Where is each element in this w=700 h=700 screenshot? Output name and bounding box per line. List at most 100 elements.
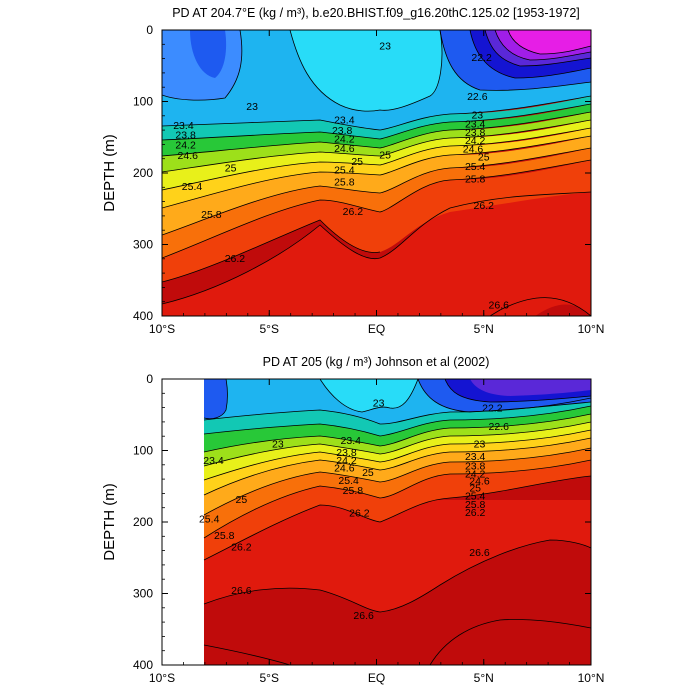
y-tick-label: 0 (146, 23, 153, 37)
top-axis-ticks: 10°S 5°S EQ 5°N 10°N 0 100 200 300 400 (133, 23, 604, 336)
y-tick-label: 100 (133, 95, 153, 109)
contour-label: 25 (225, 162, 237, 174)
contour-label: 23.4 (173, 120, 194, 132)
contour-label: 24.2 (465, 468, 486, 480)
contour-label: 25 (362, 467, 374, 479)
contour-label: 23.8 (336, 447, 357, 459)
contour-label: 26.2 (474, 200, 495, 212)
y-tick-label: 100 (133, 444, 153, 458)
contour-label: 25.8 (465, 499, 486, 511)
region-25-8 (162, 160, 591, 282)
obs-region-23-surface (320, 379, 418, 412)
contour-label: 25.4 (182, 181, 203, 193)
top-panel-title: PD AT 204.7°E (kg / m³), b.e20.BHIST.f09… (172, 6, 580, 20)
contour-label: 25.4 (338, 475, 359, 487)
contour-label: 23 (379, 41, 391, 53)
contour-label: 23.8 (465, 127, 486, 139)
obs-region-25 (204, 438, 591, 515)
contour-label: 25 (236, 494, 248, 506)
contour-label: 24.6 (178, 150, 199, 162)
contour-label: 26.2 (465, 507, 486, 519)
contour-label: 25 (469, 483, 481, 495)
contour-label: 25.4 (199, 513, 220, 525)
x-tick-label: 10°N (578, 671, 605, 685)
y-tick-label: 300 (133, 587, 153, 601)
contour-label: 26.6 (489, 300, 510, 312)
contour-label: 22.6 (489, 421, 510, 433)
region-25 (162, 136, 591, 235)
region-23-4 (162, 104, 591, 156)
contour-label: 26.6 (469, 547, 490, 559)
contour-label: 25.4 (465, 491, 486, 503)
region-23 (162, 96, 591, 140)
bottom-panel-title: PD AT 205 (kg / m³) Johnson et al (2002) (263, 355, 490, 369)
obs-region-21-4-east (470, 379, 591, 396)
obs-region-25-8 (204, 460, 591, 560)
contour-label: 24.2 (465, 135, 486, 147)
contour-label: 23.4 (334, 114, 355, 126)
x-tick-label: 10°S (149, 671, 175, 685)
contour-label: 24.2 (175, 139, 196, 151)
x-tick-label: EQ (368, 322, 385, 336)
contour-label: 22.2 (482, 403, 503, 415)
contour-label: 26.6 (231, 585, 252, 597)
obs-region-23-4 (204, 406, 591, 452)
x-tick-label: EQ (368, 671, 385, 685)
obs-region-22-2-west (204, 379, 228, 419)
contour-label: 22.6 (467, 91, 488, 103)
contour-label: 24.6 (469, 476, 490, 488)
region-22-2-westcore (190, 30, 227, 78)
x-tick-label: 10°S (149, 322, 175, 336)
x-tick-label: 10°N (578, 322, 605, 336)
x-tick-label: 5°S (260, 322, 279, 336)
contour-label: 26.2 (343, 206, 364, 218)
contour-label: 23.4 (203, 455, 224, 467)
region-23-surface (290, 30, 442, 112)
top-contour-field (162, 30, 591, 316)
contour-label: 25 (478, 152, 490, 164)
contour-label: 23.8 (332, 125, 353, 137)
y-tick-label: 200 (133, 166, 153, 180)
obs-region-24-2 (204, 422, 591, 480)
contour-label: 23.4 (465, 119, 486, 131)
contour-label: 23.8 (465, 461, 486, 473)
region-24-6 (162, 128, 591, 208)
bottom-axis-ticks: 10°S 5°S EQ 5°N 10°N 0 100 200 300 400 (133, 372, 604, 685)
obs-region-24-6 (204, 430, 591, 495)
x-tick-label: 5°N (474, 322, 494, 336)
obs-region-25-4 (204, 448, 591, 538)
y-tick-label: 300 (133, 238, 153, 252)
obs-region-23 (204, 398, 591, 436)
contour-label: 22.2 (471, 52, 492, 64)
x-tick-label: 5°N (474, 671, 494, 685)
region-26-2 (162, 192, 591, 316)
y-tick-label: 0 (146, 372, 153, 386)
contour-label: 24.6 (334, 143, 355, 155)
contour-label: 25 (379, 149, 391, 161)
contour-label: 25.8 (465, 174, 486, 186)
contour-label: 26.2 (231, 541, 252, 553)
bottom-y-axis-label: DEPTH (m) (101, 483, 118, 561)
contour-label: 25.4 (334, 164, 355, 176)
contour-label: 24.6 (463, 144, 484, 156)
contour-label: 24.6 (334, 463, 355, 475)
contour-label: 25.8 (334, 177, 355, 189)
contour-label: 24.2 (334, 134, 355, 146)
contour-label: 23.4 (341, 435, 362, 447)
top-contour-panel: PD AT 204.7°E (kg / m³), b.e20.BHIST.f09… (101, 6, 604, 336)
bottom-contour-panel: PD AT 205 (kg / m³) Johnson et al (2002) (101, 355, 604, 685)
contour-label: 23.8 (175, 129, 196, 141)
region-25-4 (162, 148, 591, 258)
contour-label: 25.4 (465, 161, 486, 173)
top-y-axis-label: DEPTH (m) (101, 134, 118, 212)
contour-label: 25.8 (214, 530, 235, 542)
contour-label: 25.8 (343, 485, 364, 497)
region-20-6-east (508, 30, 591, 54)
contour-label: 25.8 (201, 209, 222, 221)
bottom-contour-lines (203, 379, 591, 665)
region-24-2 (162, 120, 591, 190)
contour-label: 25 (351, 156, 363, 168)
contour-label: 23.4 (465, 451, 486, 463)
